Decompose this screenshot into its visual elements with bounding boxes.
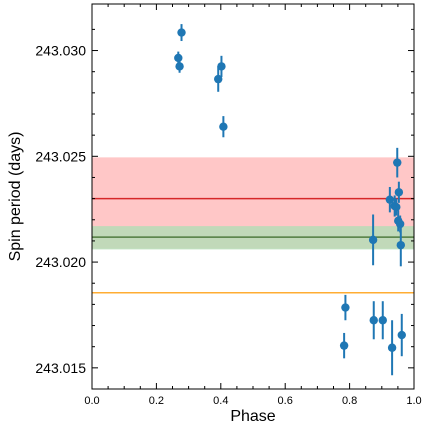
y-tick-label: 243.025 xyxy=(35,148,86,164)
x-tick-label: 0.0 xyxy=(84,395,99,407)
data-point xyxy=(385,195,395,204)
x-tick-label: 0.2 xyxy=(149,395,164,407)
plot-area xyxy=(92,24,414,376)
data-point xyxy=(219,122,228,131)
data-point xyxy=(387,343,397,352)
x-tick-label: 0.8 xyxy=(342,395,357,407)
y-tick-label: 243.015 xyxy=(35,360,86,376)
data-point xyxy=(214,74,223,84)
x-tick-label: 0.4 xyxy=(213,395,228,407)
data-point xyxy=(378,316,387,325)
data-point xyxy=(174,53,183,63)
data-point xyxy=(369,316,378,325)
data-point xyxy=(394,188,404,197)
y-tick-label: 243.020 xyxy=(35,254,86,270)
x-tick-label: 1.0 xyxy=(406,395,421,407)
data-point xyxy=(341,303,350,312)
data-point xyxy=(177,28,186,37)
x-axis-label: Phase xyxy=(230,408,275,425)
data-point xyxy=(393,158,402,167)
y-axis-label: Spin period (days) xyxy=(7,132,24,262)
data-point xyxy=(396,240,405,250)
data-point xyxy=(397,330,406,340)
data-point xyxy=(175,62,184,71)
data-point xyxy=(339,341,349,350)
axes: 0.0 0.2 0.4 0.6 0.8 1.0 243.015 243.020 243.025 2… xyxy=(35,3,422,407)
data-point xyxy=(368,235,378,245)
y-tick-label: 243.030 xyxy=(35,43,86,59)
data-point xyxy=(217,62,226,71)
x-tick-label: 0.6 xyxy=(278,395,293,407)
data-point xyxy=(392,202,401,212)
